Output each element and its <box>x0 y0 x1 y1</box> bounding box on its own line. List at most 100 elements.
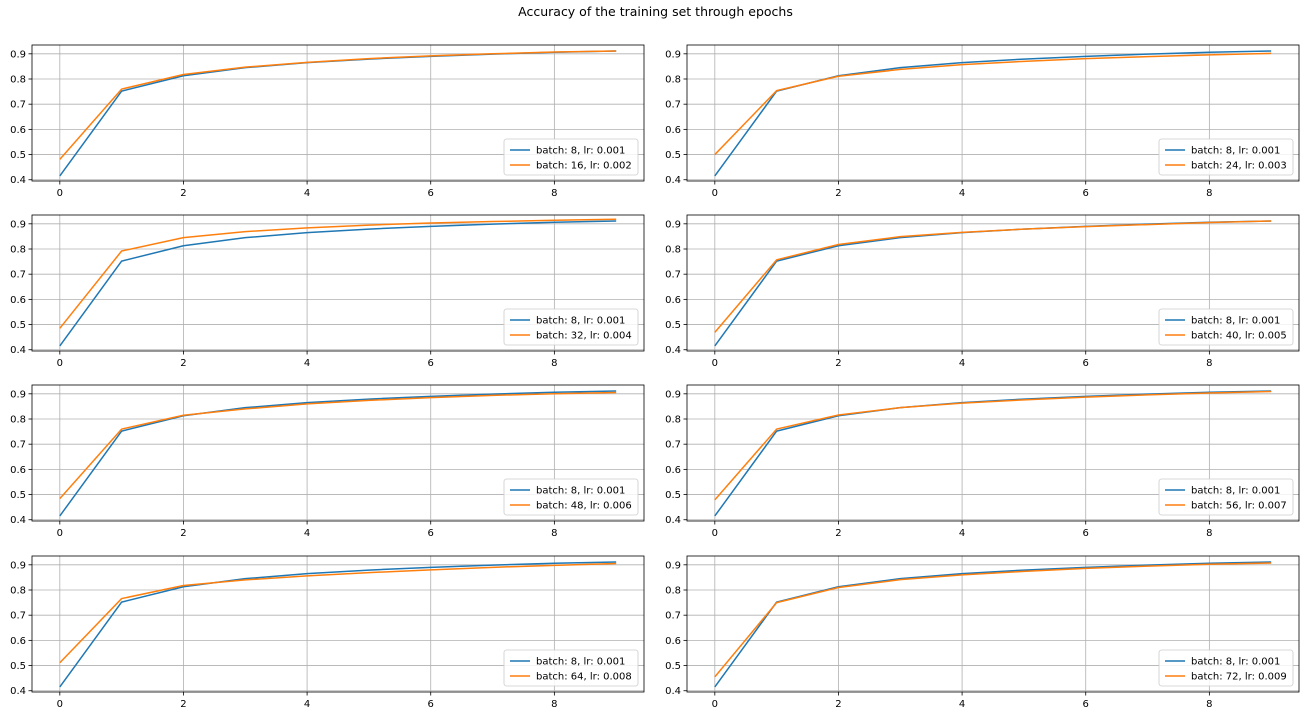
x-tick-label: 8 <box>1206 699 1212 710</box>
legend: batch: 8, lr: 0.001 batch: 72, lr: 0.009 <box>1158 649 1294 687</box>
y-tick-label: 0.7 <box>10 611 26 622</box>
y-tick-label: 0.6 <box>10 295 26 306</box>
y-tick-label: 0.5 <box>665 661 681 672</box>
x-tick-label: 2 <box>835 188 841 199</box>
x-tick-label: 2 <box>180 699 186 710</box>
series-line-baseline <box>59 561 617 688</box>
y-tick-label: 0.4 <box>10 175 26 186</box>
x-tick-label: 0 <box>57 358 63 369</box>
y-tick-label: 0.5 <box>665 320 681 331</box>
x-tick-label: 8 <box>1206 358 1212 369</box>
legend-label: batch: 8, lr: 0.001 <box>1191 316 1280 327</box>
y-tick-label: 0.8 <box>10 245 26 256</box>
y-tick-label: 0.6 <box>10 125 26 136</box>
chart-panel-6: 0 2 4 6 8 0.4 0.5 0.6 0.7 0.8 0.9 batch: 8, lr: 0.0… <box>665 384 1300 539</box>
legend: batch: 8, lr: 0.001 batch: 32, lr: 0.004 <box>503 308 639 346</box>
y-tick-label: 0.8 <box>10 75 26 86</box>
x-tick-label: 8 <box>1206 528 1212 539</box>
legend-label: batch: 40, lr: 0.005 <box>1191 331 1287 342</box>
x-tick-label: 4 <box>959 699 965 710</box>
y-tick-label: 0.4 <box>10 345 26 356</box>
axes-frame <box>31 555 645 693</box>
x-tick-label: 6 <box>428 188 434 199</box>
legend-label: batch: 32, lr: 0.004 <box>536 331 632 342</box>
series-line-baseline <box>59 390 617 517</box>
axes-frame <box>31 384 645 522</box>
y-tick-label: 0.9 <box>10 49 26 60</box>
chart-panel-5: 0 2 4 6 8 0.4 0.5 0.6 0.7 0.8 0.9 batch: 8, lr: 0.0… <box>10 384 645 539</box>
y-tick-label: 0.4 <box>10 515 26 526</box>
y-tick-label: 0.9 <box>10 389 26 400</box>
series-line-comparison <box>59 218 617 329</box>
x-tick-label: 4 <box>304 188 310 199</box>
x-tick-label: 2 <box>180 358 186 369</box>
legend-box <box>503 308 639 346</box>
legend: batch: 8, lr: 0.001 batch: 24, lr: 0.003 <box>1158 138 1294 176</box>
series-line-baseline <box>59 220 617 347</box>
x-tick-label: 8 <box>551 699 557 710</box>
chart-panel-3: 0 2 4 6 8 0.4 0.5 0.6 0.7 0.8 0.9 batch: 8, lr: 0.0… <box>10 214 645 369</box>
y-tick-label: 0.9 <box>665 560 681 571</box>
series-line-comparison <box>714 390 1272 501</box>
y-tick-label: 0.7 <box>10 270 26 281</box>
y-tick-label: 0.5 <box>10 320 26 331</box>
y-tick-label: 0.8 <box>665 245 681 256</box>
y-tick-label: 0.7 <box>665 270 681 281</box>
x-tick-label: 2 <box>835 528 841 539</box>
legend-box <box>1158 649 1294 687</box>
grid-lines <box>687 556 1299 692</box>
y-tick-label: 0.4 <box>665 686 681 697</box>
x-tick-label: 6 <box>1083 188 1089 199</box>
x-tick-label: 6 <box>1083 699 1089 710</box>
series-line-comparison <box>714 220 1272 333</box>
y-tick-label: 0.7 <box>10 100 26 111</box>
legend-label: batch: 48, lr: 0.006 <box>536 501 632 512</box>
y-tick-label: 0.4 <box>665 175 681 186</box>
y-tick-label: 0.5 <box>665 490 681 501</box>
legend-label: batch: 8, lr: 0.001 <box>536 146 625 157</box>
axes-frame <box>31 44 645 182</box>
x-tick-label: 4 <box>959 188 965 199</box>
y-tick-label: 0.6 <box>665 636 681 647</box>
legend-box <box>503 478 639 516</box>
y-tick-label: 0.5 <box>665 150 681 161</box>
axes-frame <box>31 214 645 352</box>
legend-box <box>1158 138 1294 176</box>
x-tick-label: 8 <box>1206 188 1212 199</box>
legend: batch: 8, lr: 0.001 batch: 64, lr: 0.008 <box>503 649 639 687</box>
x-tick-label: 0 <box>57 699 63 710</box>
y-tick-label: 0.4 <box>10 686 26 697</box>
x-tick-label: 2 <box>180 528 186 539</box>
x-tick-label: 8 <box>551 358 557 369</box>
legend-box <box>1158 478 1294 516</box>
x-tick-label: 4 <box>304 528 310 539</box>
y-tick-label: 0.5 <box>10 661 26 672</box>
legend-label: batch: 24, lr: 0.003 <box>1191 161 1287 172</box>
legend-label: batch: 64, lr: 0.008 <box>536 672 632 683</box>
series-line-comparison <box>59 391 617 500</box>
y-tick-label: 0.8 <box>665 415 681 426</box>
x-tick-label: 4 <box>304 699 310 710</box>
y-tick-label: 0.5 <box>10 150 26 161</box>
figure-title: Accuracy of the training set through epo… <box>518 4 793 19</box>
x-tick-label: 2 <box>835 699 841 710</box>
y-tick-label: 0.9 <box>10 219 26 230</box>
x-tick-label: 6 <box>428 699 434 710</box>
y-tick-label: 0.9 <box>665 219 681 230</box>
x-tick-label: 4 <box>959 358 965 369</box>
x-tick-label: 2 <box>180 188 186 199</box>
chart-panel-2: 0 2 4 6 8 0.4 0.5 0.6 0.7 0.8 0.9 batch: 8, lr: 0.0… <box>665 44 1300 199</box>
legend: batch: 8, lr: 0.001 batch: 16, lr: 0.002 <box>503 138 639 176</box>
legend-label: batch: 8, lr: 0.001 <box>1191 146 1280 157</box>
y-tick-label: 0.5 <box>10 490 26 501</box>
legend: batch: 8, lr: 0.001 batch: 40, lr: 0.005 <box>1158 308 1294 346</box>
y-tick-label: 0.7 <box>665 440 681 451</box>
series-line-comparison <box>714 562 1272 678</box>
x-tick-label: 0 <box>712 528 718 539</box>
x-tick-label: 6 <box>428 358 434 369</box>
axes-frame <box>686 384 1300 522</box>
y-tick-label: 0.7 <box>10 440 26 451</box>
y-tick-label: 0.9 <box>665 389 681 400</box>
x-tick-label: 0 <box>712 188 718 199</box>
